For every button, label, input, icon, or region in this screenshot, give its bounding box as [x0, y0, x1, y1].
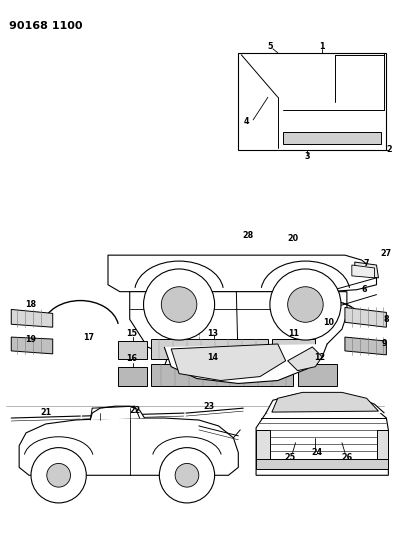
Polygon shape — [272, 339, 315, 359]
Text: 15: 15 — [126, 329, 137, 337]
Text: 3: 3 — [305, 152, 310, 161]
Text: 9: 9 — [382, 340, 387, 349]
Text: 28: 28 — [242, 231, 254, 240]
Polygon shape — [238, 53, 386, 150]
Polygon shape — [376, 430, 388, 459]
Polygon shape — [283, 132, 382, 143]
Text: 27: 27 — [381, 249, 392, 257]
Text: 14: 14 — [207, 353, 218, 362]
Circle shape — [175, 463, 199, 487]
Circle shape — [31, 448, 86, 503]
Text: 23: 23 — [203, 402, 214, 411]
Text: 5: 5 — [267, 42, 273, 51]
Text: 2: 2 — [387, 145, 392, 154]
Text: 19: 19 — [26, 335, 37, 344]
Circle shape — [161, 287, 197, 322]
Polygon shape — [355, 262, 378, 278]
Polygon shape — [288, 347, 322, 370]
Text: 8: 8 — [384, 315, 389, 324]
Text: 18: 18 — [26, 300, 37, 309]
Circle shape — [47, 463, 70, 487]
Text: 21: 21 — [40, 408, 51, 417]
Polygon shape — [298, 364, 337, 386]
Text: 4: 4 — [243, 117, 249, 126]
Text: 13: 13 — [207, 329, 218, 337]
Polygon shape — [151, 364, 293, 386]
Text: 26: 26 — [342, 453, 353, 462]
Polygon shape — [118, 341, 147, 359]
Polygon shape — [345, 337, 386, 355]
Text: 20: 20 — [287, 234, 298, 243]
Polygon shape — [345, 308, 386, 327]
Polygon shape — [352, 265, 375, 278]
Text: 25: 25 — [284, 453, 295, 462]
Text: 10: 10 — [323, 318, 334, 327]
Polygon shape — [151, 339, 268, 359]
Text: 11: 11 — [288, 329, 299, 337]
Polygon shape — [90, 406, 145, 420]
Polygon shape — [272, 392, 378, 412]
Polygon shape — [11, 310, 53, 327]
Text: 90168 1100: 90168 1100 — [9, 21, 83, 31]
Text: 6: 6 — [362, 285, 367, 294]
Text: 1: 1 — [320, 42, 325, 51]
Polygon shape — [266, 393, 384, 413]
Polygon shape — [130, 292, 347, 369]
Polygon shape — [164, 344, 327, 383]
Circle shape — [288, 287, 323, 322]
Polygon shape — [19, 418, 238, 475]
Polygon shape — [118, 367, 147, 386]
Polygon shape — [256, 430, 270, 459]
Text: 22: 22 — [129, 406, 140, 415]
Polygon shape — [11, 337, 53, 354]
Circle shape — [159, 448, 215, 503]
Polygon shape — [256, 459, 388, 470]
Text: 12: 12 — [314, 353, 325, 362]
Circle shape — [143, 269, 215, 340]
Circle shape — [270, 269, 341, 340]
Polygon shape — [256, 404, 388, 475]
Polygon shape — [171, 344, 286, 381]
Text: 7: 7 — [364, 259, 369, 268]
Polygon shape — [108, 255, 376, 292]
Text: 16: 16 — [126, 354, 137, 364]
Text: 17: 17 — [83, 333, 94, 342]
Text: 24: 24 — [312, 448, 323, 457]
